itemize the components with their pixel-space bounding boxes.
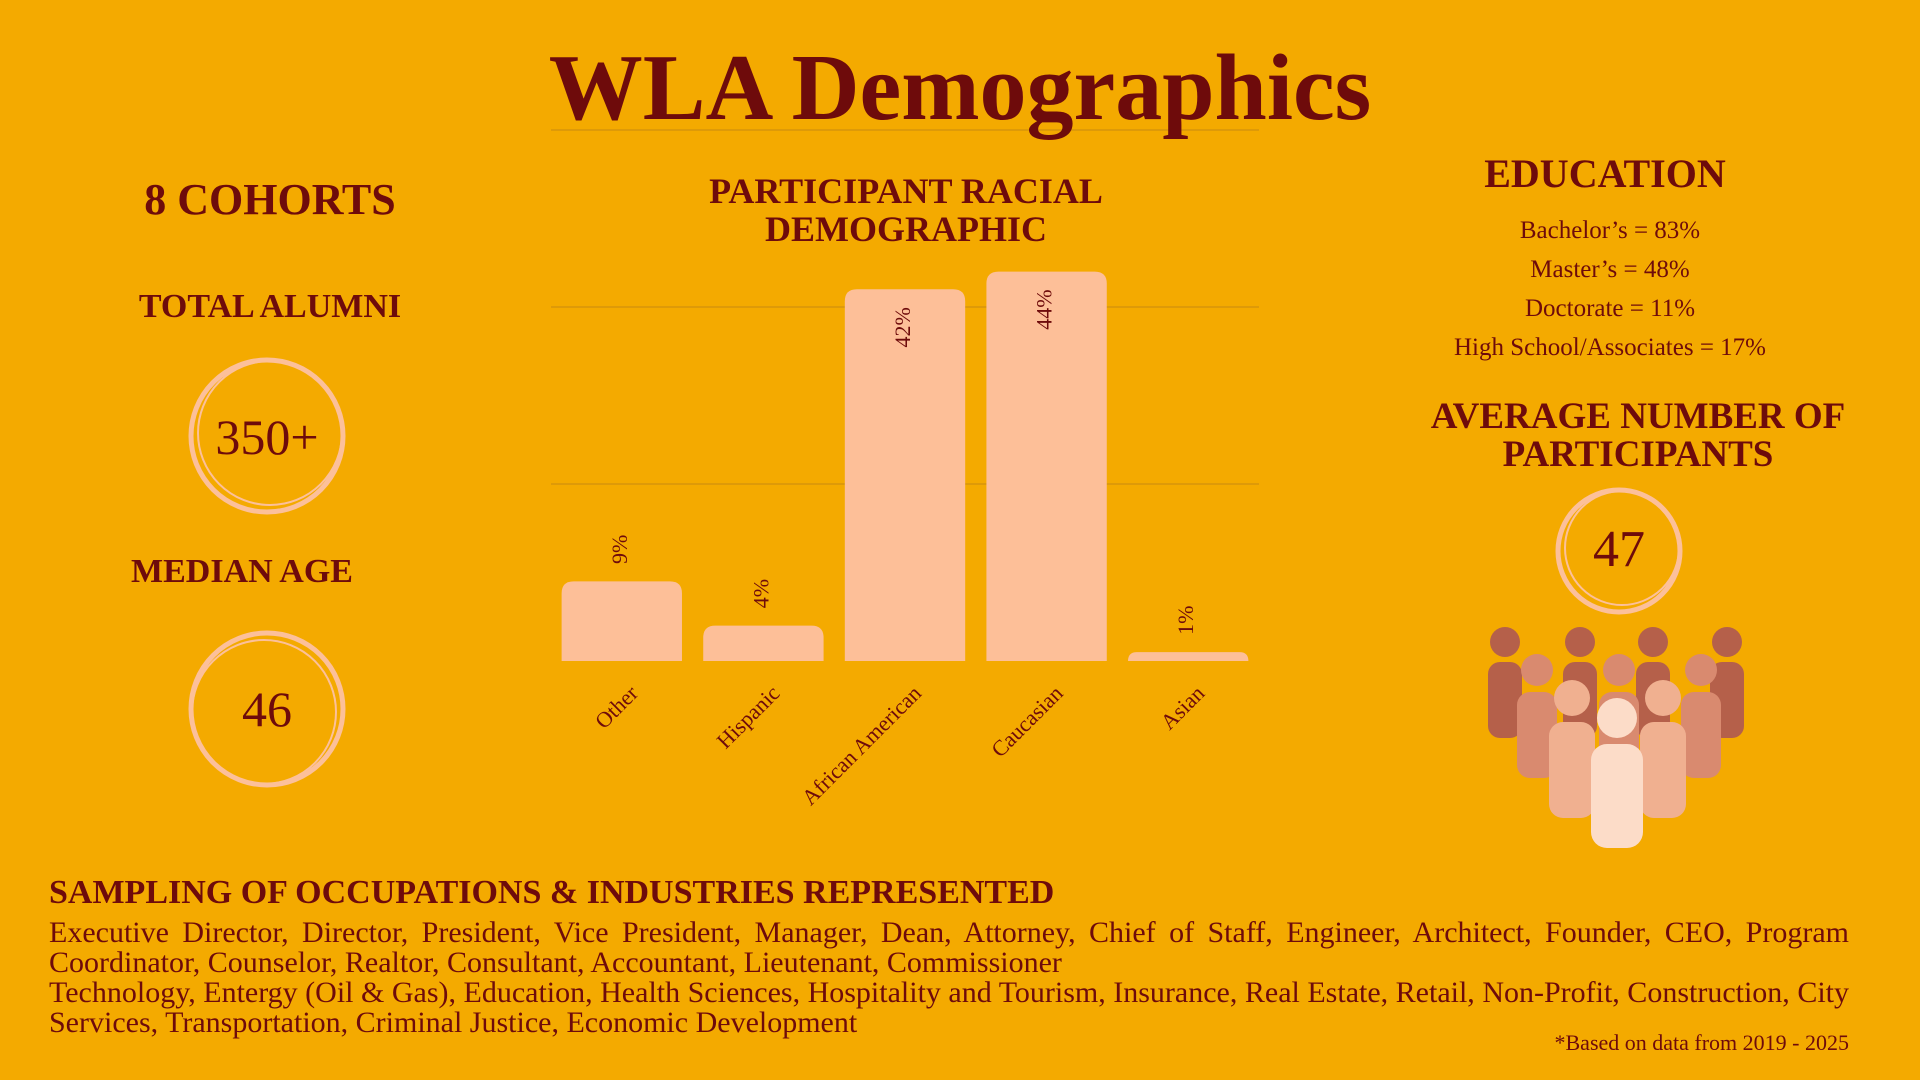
education-item: Doctorate = 11%: [1524, 295, 1696, 322]
ring: [1555, 487, 1683, 615]
value-label: 1%: [1173, 605, 1198, 634]
alumni-value: 350+: [215, 409, 319, 465]
alumni-label: TOTAL ALUMNI: [138, 288, 402, 325]
ring: [188, 357, 346, 515]
ring: [188, 630, 346, 788]
bar: [1128, 652, 1249, 661]
rings: [188, 357, 1683, 788]
value-label: 4%: [748, 579, 773, 608]
x-tick-label: Other: [590, 680, 644, 734]
value-label: 44%: [1032, 289, 1057, 329]
bar: [986, 271, 1107, 661]
occupations-text: Executive Director, Director, President,…: [49, 918, 1849, 1038]
occupations-heading: SAMPLING OF OCCUPATIONS & INDUSTRIES REP…: [49, 874, 1055, 911]
ring: [1564, 490, 1680, 606]
age-label: MEDIAN AGE: [131, 553, 353, 590]
education-heading: EDUCATION: [1484, 151, 1726, 196]
x-tick-label: Asian: [1155, 680, 1209, 734]
value-label: 42%: [890, 307, 915, 347]
participants-heading: AVERAGE NUMBER OF PARTICIPANTS: [1430, 396, 1846, 475]
footnote: *Based on data from 2019 - 2025: [1554, 1030, 1850, 1055]
x-tick-label: Caucasian: [986, 680, 1068, 762]
x-tick-label: African American: [797, 680, 927, 810]
ring: [191, 639, 337, 785]
people-icon: [1488, 627, 1744, 848]
education-item: Master’s = 48%: [1530, 256, 1690, 283]
bar: [561, 581, 682, 661]
participants-value: 47: [1593, 521, 1645, 578]
bar: [703, 625, 824, 661]
education-item: Bachelor’s = 83%: [1519, 217, 1701, 244]
age-value: 46: [242, 681, 292, 737]
chart-title: PARTICIPANT RACIAL DEMOGRAPHIC: [709, 171, 1103, 249]
education-list: Bachelor’s = 83% Master’s = 48% Doctorate …: [1390, 211, 1830, 367]
ring: [197, 360, 343, 506]
title: WLA Demographics: [548, 36, 1372, 140]
occupations-paragraph: Technology, Entergy (Oil & Gas), Educati…: [49, 976, 1849, 1039]
value-label: 9%: [607, 535, 632, 564]
x-tick-label: Hispanic: [712, 680, 785, 753]
occupations-paragraph: Executive Director, Director, President,…: [49, 916, 1849, 979]
bar: [844, 289, 966, 661]
education-item: High School/Associates = 17%: [1454, 334, 1766, 361]
cohorts: 8 COHORTS: [144, 175, 396, 224]
